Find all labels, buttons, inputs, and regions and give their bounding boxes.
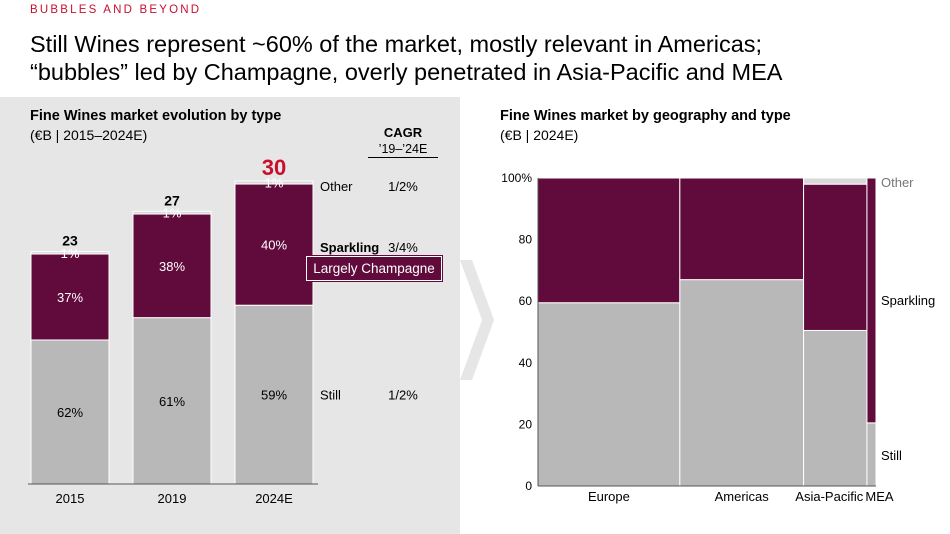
legend-label-sparkling: Sparkling [881, 293, 935, 308]
mekko-still-mea [866, 422, 877, 487]
y-tick-label: 100% [501, 171, 532, 185]
mekko-still-europe [537, 302, 681, 487]
data-label-sparkling-2015: 37% [57, 290, 83, 305]
champagne-callout: Largely Champagne [306, 256, 442, 281]
left-chart-title: Fine Wines market evolution by type [30, 108, 282, 124]
left-chart-subtitle: (€B | 2015–2024E) [30, 127, 148, 143]
data-label-other-2024e: 1% [265, 176, 284, 191]
bar-other-2019 [132, 210, 212, 215]
y-tick-label: 80 [519, 233, 533, 247]
right-chart-subtitle: (€B | 2024E) [500, 127, 579, 143]
chevron-right-icon [460, 260, 494, 380]
legend-label-still: Still [881, 448, 902, 463]
data-label-sparkling-2019: 38% [159, 259, 185, 274]
x-tick-mea: MEA [865, 489, 894, 504]
x-tick-europe: Europe [588, 489, 630, 504]
bar-sparkling-2024e [234, 183, 314, 306]
cagr-period: ’19–’24E [368, 142, 438, 158]
data-label-still-2024e: 59% [261, 388, 287, 403]
x-tick-americas: Americas [715, 489, 770, 504]
total-label-2015: 23 [62, 233, 78, 249]
data-label-other-2015: 1% [61, 246, 80, 261]
headline-line-2: “bubbles” led by Champagne, overly penet… [30, 59, 783, 85]
section-kicker: BUBBLES AND BEYOND [30, 4, 202, 16]
cagr-value-still: 1/2% [388, 388, 418, 403]
geography-chart: Europe Americas Asia-Pacific MEA 0 20 40 60 80 10… [501, 171, 935, 504]
bar-still-2019 [132, 317, 212, 485]
bar-sparkling-2019 [132, 213, 212, 319]
data-label-sparkling-2024e: 40% [261, 238, 287, 253]
cagr-value-other: 1/2% [388, 179, 418, 194]
headline: Still Wines represent ~60% of the market… [30, 30, 930, 86]
x-tick-2015: 2015 [56, 491, 85, 506]
y-tick-label: 60 [519, 294, 533, 308]
legend-label-other: Other [881, 175, 914, 190]
bar-other-2015 [30, 251, 110, 255]
mekko-sparkling-europe [537, 177, 681, 304]
data-label-still-2019: 61% [159, 394, 185, 409]
cagr-header: CAGR [383, 125, 423, 140]
mekko-sparkling-mea [866, 177, 877, 424]
series-label-other: Other [320, 179, 353, 194]
series-label-still: Still [320, 388, 341, 403]
data-label-still-2015: 62% [57, 405, 83, 420]
right-chart-title: Fine Wines market by geography and type [500, 108, 791, 124]
data-label-other-2019: 1% [163, 206, 182, 221]
cagr-value-sparkling: 3/4% [388, 240, 418, 255]
bar-sparkling-2015 [30, 253, 110, 341]
evolution-chart: 62%37%1%23201561%38%1%27201959%40%1%3020… [28, 155, 418, 506]
mekko-still-americas [679, 279, 805, 487]
x-tick-2024e: 2024E [255, 491, 293, 506]
mekko-other-asia-pacific [803, 177, 868, 185]
headline-line-1: Still Wines represent ~60% of the market… [30, 31, 763, 57]
mekko-still-asia-pacific [803, 329, 868, 487]
total-label-2024e: 30 [262, 155, 286, 180]
total-label-2019: 27 [164, 192, 180, 208]
y-tick-label: 0 [525, 479, 532, 493]
y-tick-label: 20 [519, 417, 533, 431]
mekko-sparkling-americas [679, 177, 805, 281]
series-label-sparkling: Sparkling [320, 240, 379, 255]
x-tick-2019: 2019 [158, 491, 187, 506]
mekko-sparkling-asia-pacific [803, 183, 868, 331]
x-tick-asia-pacific: Asia-Pacific [795, 489, 863, 504]
y-tick-label: 40 [519, 356, 533, 370]
bar-other-2024e [234, 180, 314, 185]
